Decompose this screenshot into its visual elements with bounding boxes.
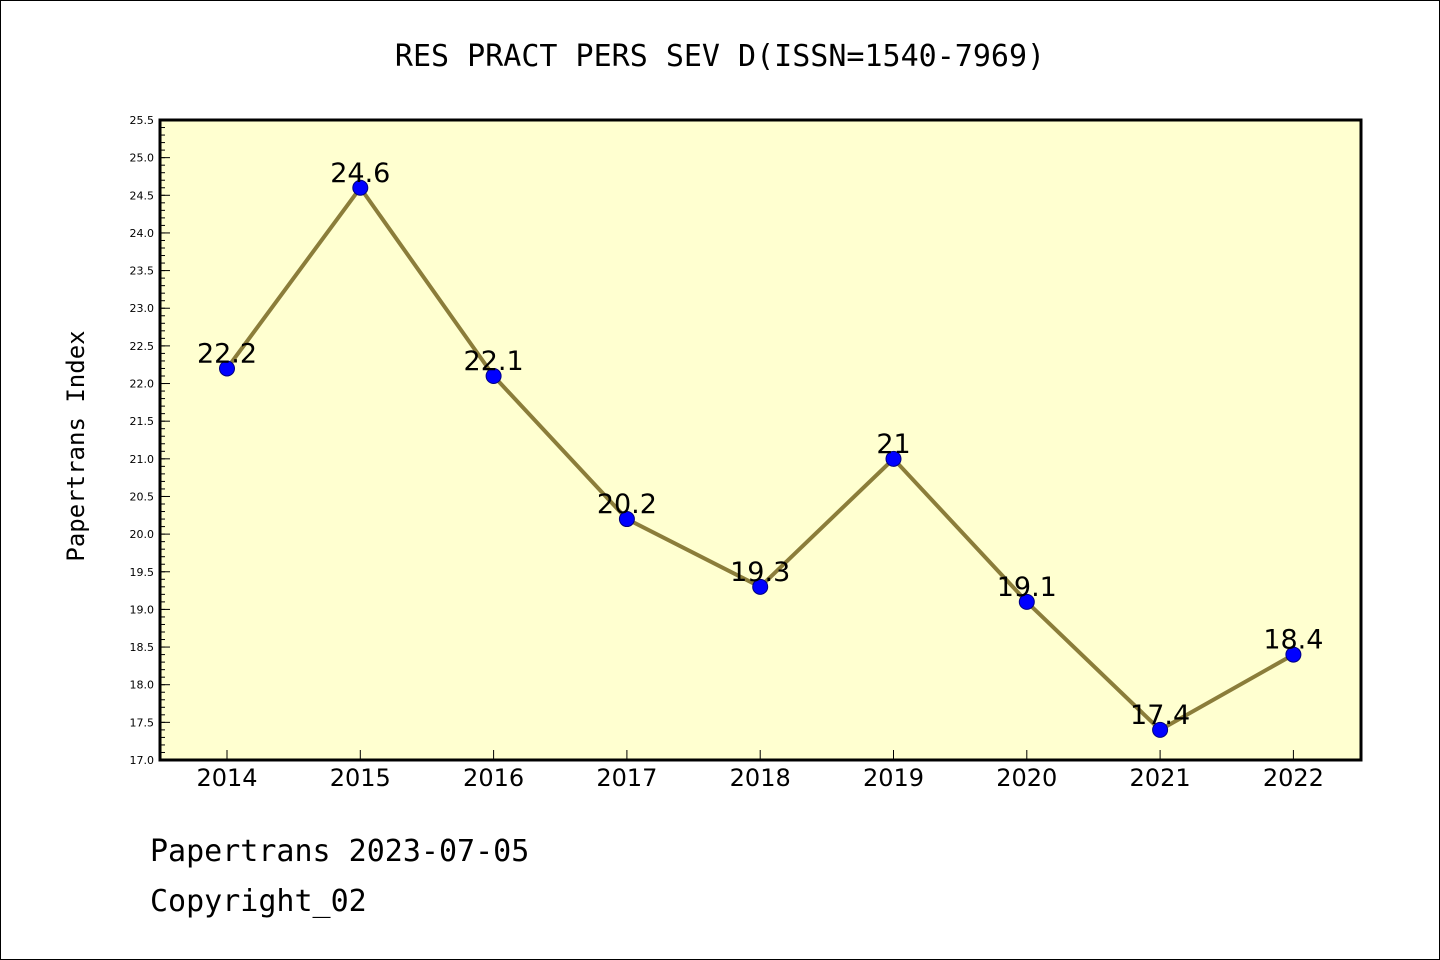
series-line-layer [219,179,1302,738]
x-tick-label: 2021 [1130,764,1191,792]
data-point-marker [1018,593,1035,610]
y-tick-label: 21.5 [130,415,155,428]
y-tick-label: 23.0 [130,302,155,315]
x-tick-label: 2015 [330,764,391,792]
data-point-marker [485,368,502,384]
x-tick-label: 2014 [196,764,257,792]
data-point-marker [219,360,235,377]
plot-border [158,118,1363,762]
data-label: 24.6 [330,158,390,189]
y-tick-label: 19.5 [130,566,155,579]
data-label: 21 [876,429,910,460]
data-label: 19.3 [730,557,790,588]
data-point-marker [352,179,369,196]
y-tick-label: 21.0 [130,453,155,466]
y-tick-label: 24.5 [130,189,155,202]
y-tick-label: 17.0 [130,754,155,767]
x-tick-label: 2016 [463,764,524,792]
data-label: 17.4 [1130,700,1190,731]
y-tick-label: 25.5 [130,114,155,127]
y-tick-label: 17.5 [130,716,155,729]
axes: 17.0 17.5 18.0 18.5 19.0 19.5 20.0 20.5 21.0 21.5… [130,114,1363,792]
data-point-marker [1152,721,1169,738]
data-point-marker [618,511,635,528]
data-label: 22.1 [464,346,524,377]
footer-date-line: Papertrans 2023-07-05 [150,834,530,869]
data-point-marker [885,450,902,467]
chart-title: RES PRACT PERS SEV D(ISSN=1540-7969) [395,39,1045,74]
data-labels-layer: 22.2 24.6 22.1 20.2 19.3 21 19.1 17.4 18.4 [197,158,1324,731]
x-tick-label: 2020 [996,764,1057,792]
data-label: 18.4 [1263,625,1323,656]
y-tick-label: 18.5 [130,641,155,654]
x-tick-label: 2022 [1263,764,1324,792]
data-label: 22.2 [197,338,257,369]
x-tick-label: 2017 [596,764,657,792]
y-tick-label: 25.0 [130,152,155,165]
data-label: 20.2 [597,489,657,520]
data-label: 19.1 [997,572,1057,603]
y-tick-label: 18.0 [130,679,155,692]
y-tick-label: 22.0 [130,378,155,391]
data-point-marker [1285,646,1302,663]
y-tick-label: 22.5 [130,340,155,353]
y-tick-label: 24.0 [130,227,155,240]
y-tick-label: 20.0 [130,528,155,541]
footer-copyright-line: Copyright_02 [150,884,367,919]
x-tick-label: 2019 [863,764,924,792]
plot-area [160,120,1361,760]
y-tick-label: 23.5 [130,265,155,278]
y-tick-label: 20.5 [130,490,155,503]
y-tick-label: 19.0 [130,603,155,616]
x-tick-label: 2018 [730,764,791,792]
y-axis-label: Papertrans Index [62,330,90,561]
data-point-marker [752,578,769,595]
